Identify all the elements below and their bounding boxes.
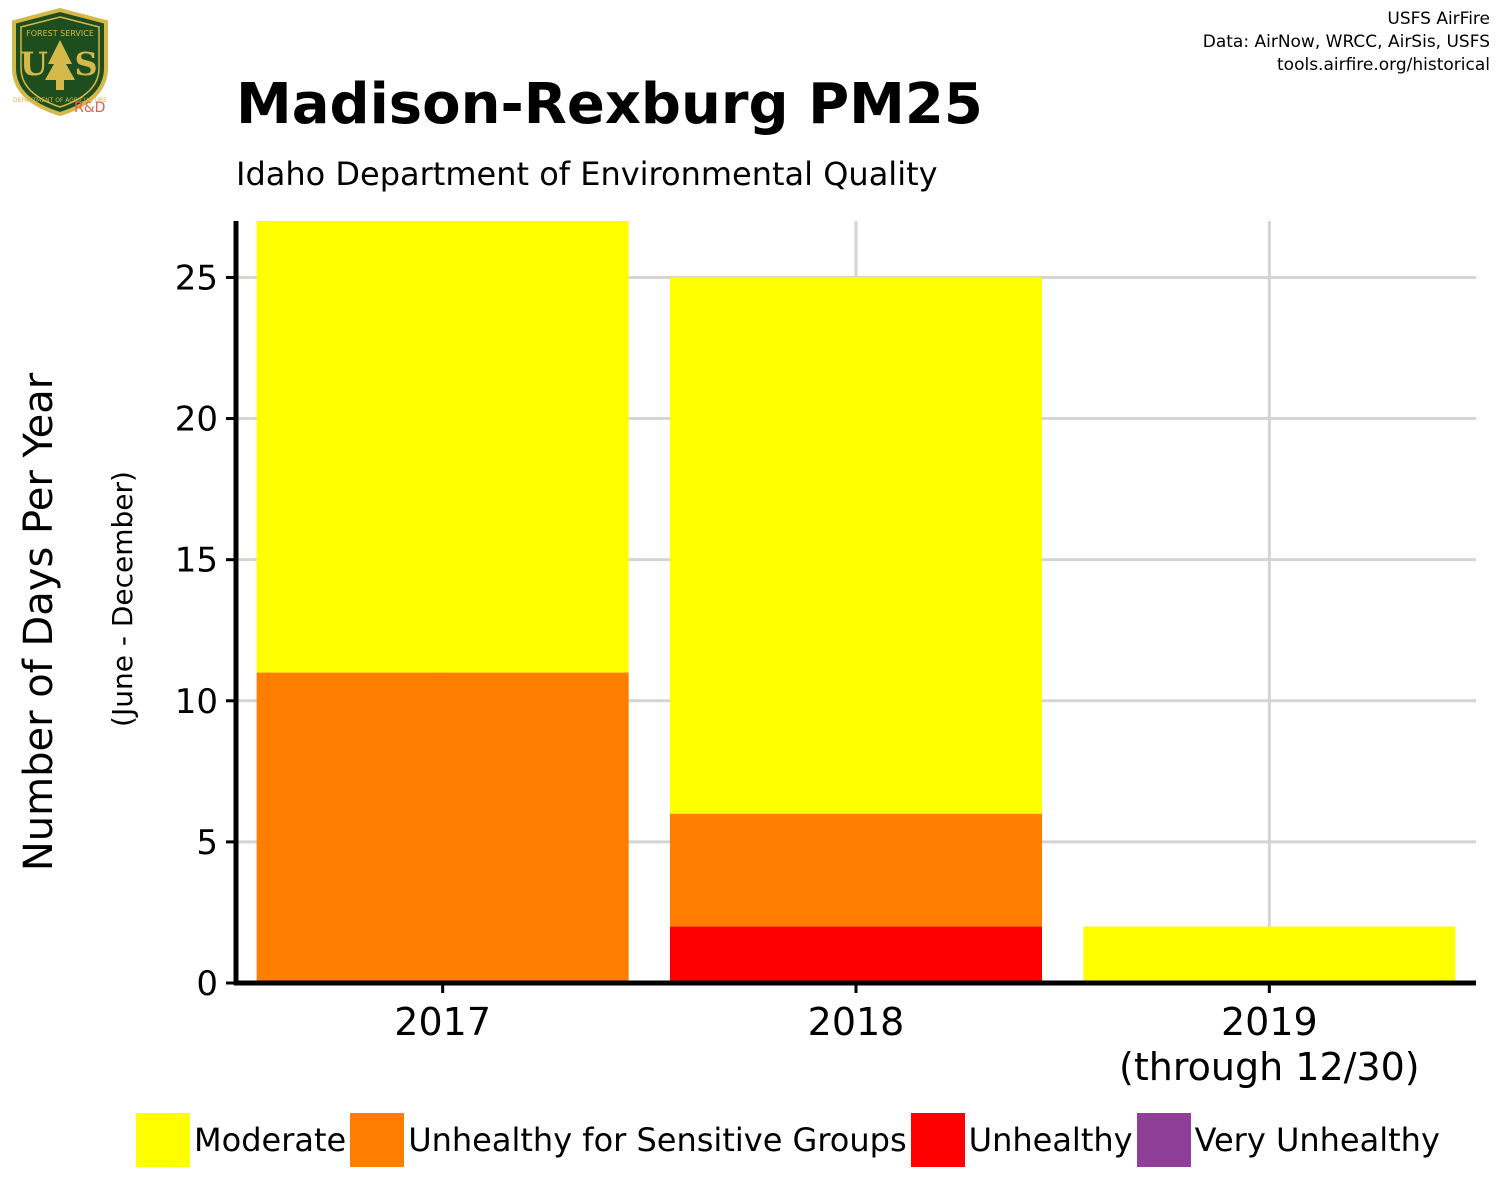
x-tick-label: 2018 (808, 1000, 905, 1044)
y-axis-subtitle: (June - December) (106, 471, 139, 727)
legend: Moderate Unhealthy for Sensitive Groups Un… (136, 1112, 1444, 1168)
y-tick-label: 10 (175, 682, 218, 722)
credit-line: tools.airfire.org/historical (1277, 55, 1490, 75)
credit-line: Data: AirNow, WRCC, AirSis, USFS (1202, 32, 1490, 52)
x-tick-sublabel: (through 12/30) (1119, 1045, 1420, 1089)
svg-text:FOREST SERVICE: FOREST SERVICE (26, 29, 94, 38)
legend-label: Very Unhealthy (1194, 1121, 1440, 1159)
svg-text:S: S (74, 45, 97, 83)
bar-segment (256, 672, 629, 983)
legend-label: Unhealthy for Sensitive Groups (408, 1121, 907, 1159)
legend-label: Unhealthy (968, 1121, 1133, 1159)
bar-segment (670, 813, 1042, 927)
x-tick-label: 2017 (394, 1000, 491, 1044)
svg-text:DEPARTMENT OF AGRICULTURE: DEPARTMENT OF AGRICULTURE (13, 97, 107, 104)
svg-text:U: U (20, 45, 48, 83)
legend-swatch (350, 1113, 405, 1167)
bar-segment (1083, 926, 1456, 983)
chart-subtitle: Idaho Department of Environmental Qualit… (236, 155, 938, 193)
y-tick-label: 0 (196, 964, 218, 1004)
axis-labels: 0 5 10 15 20 25 2017 2018 2019(through 12/30) Num… (16, 258, 1420, 1089)
credits: USFS AirFire Data: AirNow, WRCC, AirSis,… (1203, 8, 1490, 77)
legend-item: Very Unhealthy (1136, 1113, 1440, 1167)
rd-badge: R&D (74, 100, 106, 116)
legend-item: Unhealthy for Sensitive Groups (350, 1113, 907, 1167)
bar-segment (670, 277, 1042, 814)
legend-item: Unhealthy (910, 1113, 1133, 1167)
legend-swatch (910, 1113, 965, 1167)
y-tick-label: 5 (196, 823, 218, 863)
chart-title: Madison-Rexburg PM25 (236, 72, 983, 137)
credit-line: USFS AirFire (1387, 9, 1490, 29)
y-tick-label: 25 (175, 258, 218, 298)
bar-segment (256, 221, 629, 673)
legend-item: Moderate (136, 1113, 346, 1167)
x-tick-label: 2019 (1221, 1000, 1318, 1044)
legend-swatch (136, 1113, 190, 1167)
legend-swatch (1136, 1113, 1191, 1167)
usfs-logo: FOREST SERVICE U S DEPARTMENT OF AGRICUL… (8, 7, 112, 118)
y-tick-label: 20 (175, 400, 218, 440)
bars (256, 221, 1456, 983)
usfs-shield-icon: FOREST SERVICE U S DEPARTMENT OF AGRICUL… (12, 7, 108, 117)
bar-segment (670, 926, 1042, 983)
y-axis-title: Number of Days Per Year (16, 372, 62, 871)
axes (226, 221, 1476, 993)
y-tick-label: 15 (175, 541, 218, 581)
legend-label: Moderate (194, 1121, 347, 1159)
